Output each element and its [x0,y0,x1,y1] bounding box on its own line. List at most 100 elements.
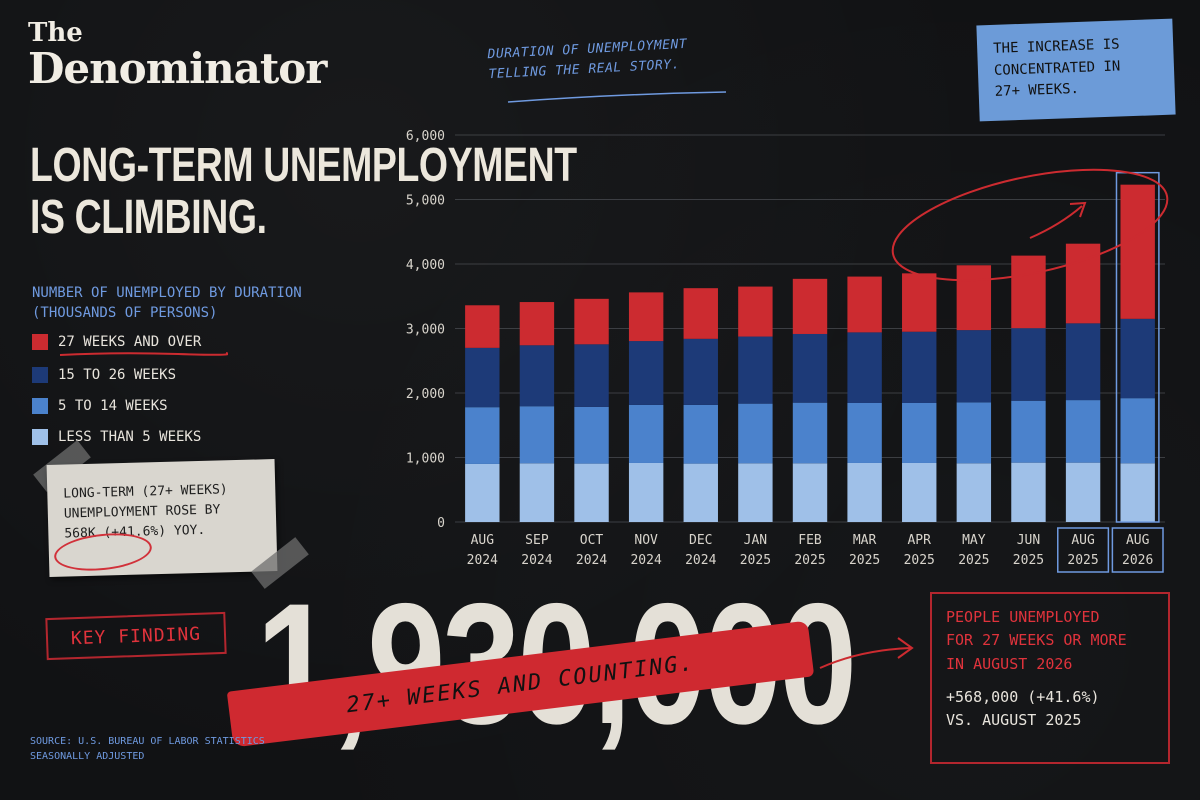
y-tick-label: 0 [437,516,445,531]
bar-segment [956,463,992,522]
bar-segment [1011,462,1046,522]
bar-segment [628,292,664,342]
y-tick-label: 4,000 [406,258,445,273]
x-tick-month: AUG [471,533,495,548]
key-finding-panel-line-3: IN AUGUST 2026 [946,654,1073,673]
bar-segment [683,338,718,405]
bar-segment [1065,462,1101,522]
bar-segment [574,406,609,464]
legend-item-27-plus: 27 WEEKS AND OVER [32,334,201,350]
x-tick-month: MAY [962,533,986,548]
brand-line-1: The [28,18,83,48]
x-tick-year: 2025 [1067,553,1098,568]
x-tick-month: AUG [1126,533,1150,548]
x-tick-month: FEB [798,533,822,548]
x-tick-month: APR [907,533,931,548]
x-tick-month: NOV [634,533,658,548]
bar-highlight [1115,171,1160,523]
x-tick-year: 2026 [1122,553,1153,568]
legend-label: LESS THAN 5 WEEKS [58,429,202,445]
bar-segment [902,402,937,463]
x-tick-year: 2025 [958,553,989,568]
annotation-underline [507,91,727,103]
bar-segment [956,402,992,464]
key-finding-label: KEY FINDING [45,611,227,661]
y-tick-label: 2,000 [406,387,445,402]
legend-swatch [32,334,48,350]
callout-top: THE INCREASE IS CONCENTRATED IN 27+ WEEK… [976,18,1176,122]
bar-segment [683,288,718,339]
bar-segment [1011,328,1046,401]
legend-swatch [32,367,48,383]
legend-label: 5 TO 14 WEEKS [58,398,168,414]
x-tick-year: 2025 [1013,553,1044,568]
bar-segment [628,341,664,405]
bar-segment [847,402,882,463]
legend-item-5-14: 5 TO 14 WEEKS [32,398,168,414]
key-finding-panel-line-4: +568,000 (+41.6%) [946,687,1100,706]
bar-segment [738,336,773,404]
bar-segment [1120,184,1155,319]
chart-x-labels: AUG 2024 SEP 2024 OCT 2024 NOV 2024 DEC 2024 JAN 20… [467,533,1154,568]
bar-segment [738,403,773,464]
x-tick-year: 2024 [685,553,716,568]
bar-segment [465,347,500,408]
source-note: SOURCE: U.S. BUREAU OF LABOR STATISTICS … [30,734,265,764]
bar-segment [902,331,937,403]
y-tick-label: 1,000 [406,452,445,467]
legend-label: 15 TO 26 WEEKS [58,367,177,383]
bar-segment [956,265,992,331]
headline-line-2: IS CLIMBING. [30,190,267,244]
page-title: LONG-TERM UNEMPLOYMENT IS CLIMBING. [30,140,577,244]
x-tick-year: 2024 [521,553,552,568]
x-tick-year: 2025 [794,553,825,568]
x-tick-year: 2024 [576,553,607,568]
x-tick-month: AUG [1071,533,1095,548]
callout-top-line-3: 27+ WEEKS. [994,81,1080,101]
key-finding-panel-heading: PEOPLE UNEMPLOYED FOR 27 WEEKS OR MORE I… [946,606,1154,676]
key-finding-panel-line-2: FOR 27 WEEKS OR MORE [946,631,1127,650]
x-tick-month: SEP [525,533,549,548]
bar-segment [465,305,500,348]
bar-segment [1065,400,1101,463]
bar-segment [738,463,773,522]
y-tick-label: 3,000 [406,323,445,338]
bar-segment [956,330,992,403]
x-tick-year: 2025 [849,553,880,568]
bar-segment [574,344,609,407]
x-label-highlight [1111,527,1164,573]
bar-segment [902,462,937,522]
legend-item-under-5: LESS THAN 5 WEEKS [32,429,201,445]
bar-segment [519,302,555,346]
bar-segment [792,402,828,464]
x-label-highlight [1057,527,1110,573]
bar-segment [1065,323,1101,401]
bar-segment [792,278,828,334]
bar-segment [1120,318,1155,399]
bar-segment [628,462,664,522]
bar-segment [519,463,555,522]
bar-segment [683,404,718,464]
bar-segment [1065,243,1101,324]
brand-logo: The Denominator [28,18,327,90]
x-tick-month: MAR [853,533,877,548]
bar-segment [902,273,937,332]
x-tick-month: JUN [1017,533,1040,548]
x-tick-month: DEC [689,533,712,548]
x-tick-year: 2025 [904,553,935,568]
bar-segment [465,407,500,464]
x-tick-year: 2024 [630,553,661,568]
bar-segment [628,404,664,463]
x-tick-month: JAN [744,533,767,548]
trend-arrow-icon [1029,205,1083,239]
bar-segment [519,406,555,464]
key-finding-panel-line-5: VS. AUGUST 2025 [946,711,1082,729]
bar-segment [1120,398,1155,464]
source-line-2: SEASONALLY ADJUSTED [30,751,145,762]
bar-segment [574,463,609,522]
legend-title: NUMBER OF UNEMPLOYED BY DURATION (THOUSA… [32,283,302,324]
x-tick-year: 2025 [740,553,771,568]
x-tick-year: 2024 [467,553,498,568]
bar-segment [847,332,882,403]
legend-swatch [32,398,48,414]
